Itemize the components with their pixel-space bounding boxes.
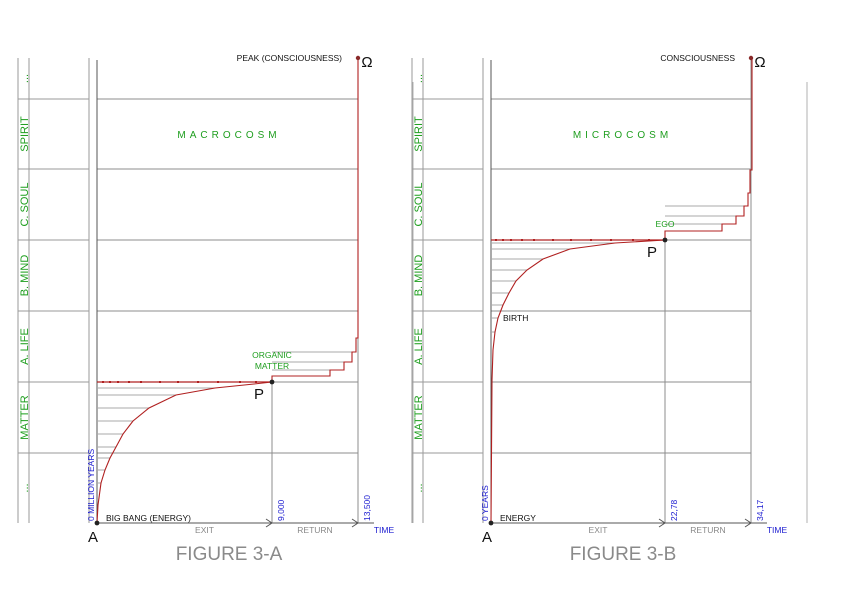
region-title: MICROCOSM bbox=[573, 130, 672, 141]
ellipsis-label: ... bbox=[413, 483, 425, 492]
threshold-tick-mark bbox=[570, 239, 572, 241]
level-label: B. MIND bbox=[19, 255, 31, 297]
omega-label: Ω bbox=[361, 54, 372, 71]
p-caption-label: MATTER bbox=[255, 361, 289, 371]
origin-label: A bbox=[88, 529, 98, 546]
ellipsis-label: ... bbox=[413, 74, 425, 83]
threshold-tick-mark bbox=[610, 239, 612, 241]
threshold-tick-mark bbox=[239, 381, 241, 383]
threshold-tick-mark bbox=[117, 381, 119, 383]
threshold-tick-mark bbox=[197, 381, 199, 383]
omega-point bbox=[355, 55, 361, 61]
figure-caption: FIGURE 3-A bbox=[176, 544, 283, 565]
time-axis-label: TIME bbox=[767, 525, 788, 535]
origin-point bbox=[488, 520, 494, 526]
peak-label: PEAK (CONSCIOUSNESS) bbox=[237, 53, 342, 63]
threshold-tick-mark bbox=[502, 239, 504, 241]
exit-label: EXIT bbox=[195, 525, 214, 535]
level-label: MATTER bbox=[19, 395, 31, 439]
origin-label: A bbox=[482, 529, 492, 546]
exit-arrow-icon bbox=[265, 518, 273, 528]
threshold-tick-mark bbox=[109, 381, 111, 383]
threshold-tick-mark bbox=[217, 381, 219, 383]
p-caption-label: ORGANIC bbox=[252, 350, 292, 360]
return-curve bbox=[664, 58, 753, 240]
return-curve bbox=[271, 58, 359, 382]
p-point bbox=[269, 379, 275, 385]
return-arrow-icon bbox=[744, 518, 752, 528]
omega-label: Ω bbox=[754, 54, 765, 71]
level-label: A. LIFE bbox=[413, 328, 425, 365]
figure-3a-panel: ... SPIRIT C. SOUL B. MIND A. LIFE MATTER... A… bbox=[17, 53, 414, 565]
figure-3b-panel: ... SPIRIT C. SOUL B. MIND A. LIFE MATTER... A… bbox=[411, 53, 808, 565]
threshold-tick-mark bbox=[128, 381, 130, 383]
return-label: RETURN bbox=[297, 525, 332, 535]
start-label: BIG BANG (ENERGY) bbox=[106, 513, 191, 523]
birth-label: BIRTH bbox=[503, 313, 528, 323]
threshold-tick-mark bbox=[140, 381, 142, 383]
tick-mid-label: 9,000 bbox=[276, 499, 286, 521]
threshold-tick-mark bbox=[255, 381, 257, 383]
omega-point bbox=[748, 55, 754, 61]
level-label: SPIRIT bbox=[413, 116, 425, 152]
return-label: RETURN bbox=[690, 525, 725, 535]
region-title: MACROCOSM bbox=[177, 130, 280, 141]
ellipsis-label: ... bbox=[19, 483, 31, 492]
threshold-tick-mark bbox=[159, 381, 161, 383]
return-arrow-icon bbox=[351, 518, 359, 528]
threshold-tick-mark bbox=[552, 239, 554, 241]
exit-curve bbox=[490, 239, 666, 524]
tick-zero-label: 0 MILLION YEARS bbox=[86, 449, 96, 521]
threshold-tick-mark bbox=[495, 239, 497, 241]
threshold-tick-mark bbox=[510, 239, 512, 241]
threshold-tick-mark bbox=[102, 381, 104, 383]
tick-end-label: 34,17 bbox=[755, 499, 765, 521]
exit-arrow-icon bbox=[658, 518, 666, 528]
exit-label: EXIT bbox=[589, 525, 608, 535]
tick-zero-label: 0 YEARS bbox=[480, 485, 490, 521]
threshold-tick-mark bbox=[533, 239, 535, 241]
figure-caption: FIGURE 3-B bbox=[570, 544, 677, 565]
threshold-tick-mark bbox=[590, 239, 592, 241]
level-label: MATTER bbox=[413, 395, 425, 439]
peak-label: CONSCIOUSNESS bbox=[660, 53, 735, 63]
origin-point bbox=[94, 520, 100, 526]
tick-end-label: 13,500 bbox=[362, 495, 372, 521]
level-label: B. MIND bbox=[413, 255, 425, 297]
time-axis-label: TIME bbox=[374, 525, 395, 535]
level-label: C. SOUL bbox=[19, 182, 31, 226]
threshold-tick-mark bbox=[648, 239, 650, 241]
ellipsis-label: ... bbox=[19, 74, 31, 83]
tick-mid-label: 22,78 bbox=[669, 499, 679, 521]
exit-curve bbox=[96, 381, 273, 524]
p-label: P bbox=[254, 386, 264, 403]
p-caption-label: EGO bbox=[656, 219, 675, 229]
p-label: P bbox=[647, 244, 657, 261]
threshold-tick-mark bbox=[177, 381, 179, 383]
level-label: SPIRIT bbox=[19, 116, 31, 152]
p-point bbox=[662, 237, 668, 243]
threshold-tick-mark bbox=[632, 239, 634, 241]
level-label: C. SOUL bbox=[413, 182, 425, 226]
start-label: ENERGY bbox=[500, 513, 536, 523]
level-label: A. LIFE bbox=[19, 328, 31, 365]
threshold-tick-mark bbox=[521, 239, 523, 241]
